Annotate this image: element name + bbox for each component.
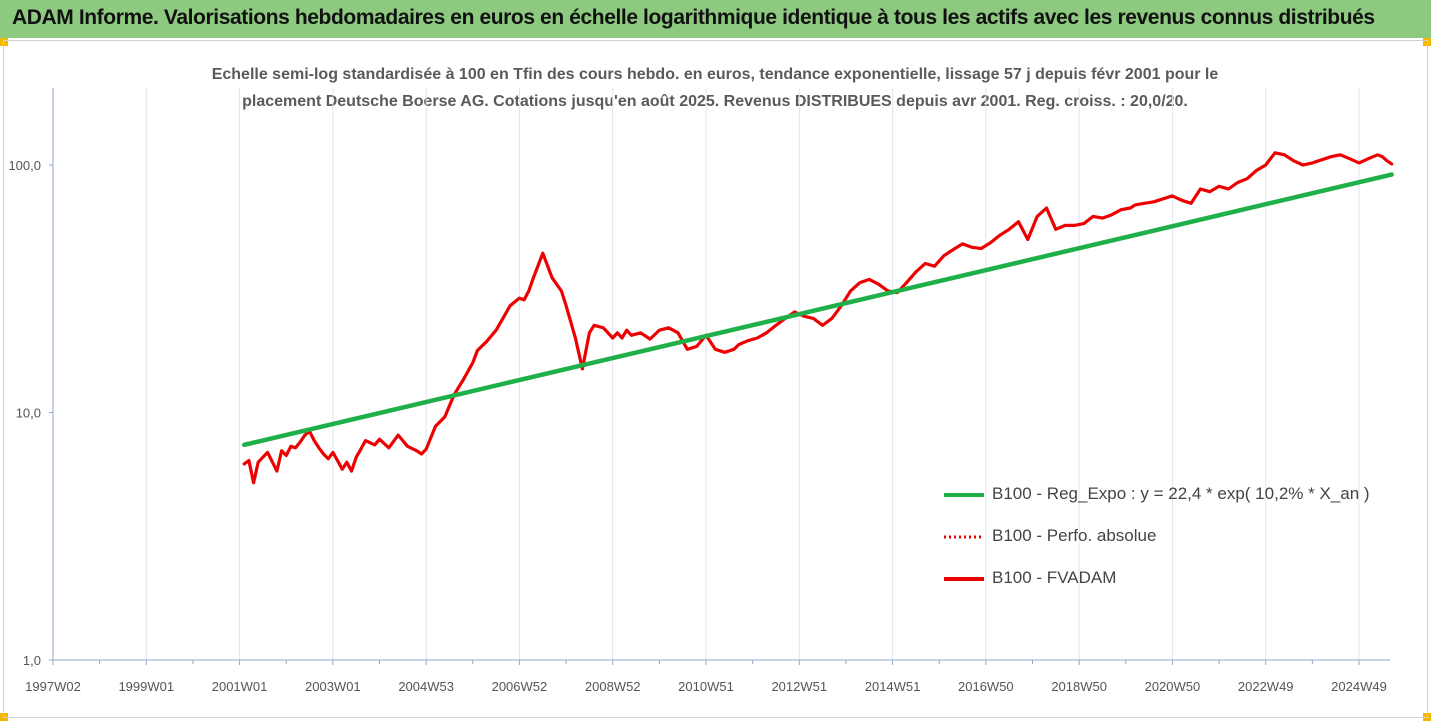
x-tick-label: 2004W53 [398,679,454,694]
x-tick-label: 2016W50 [958,679,1014,694]
report-title: ADAM Informe. Valorisations hebdomadaire… [12,6,1375,29]
x-tick-label: 2024W49 [1331,679,1387,694]
x-tick-label: 2022W49 [1238,679,1294,694]
x-tick-label: 2001W01 [212,679,268,694]
y-tick-label: 1,0 [23,653,41,668]
legend-swatch-trend [944,493,984,497]
y-tick-label: 100,0 [8,158,41,173]
y-tick-label: 10,0 [16,406,41,421]
legend-swatch-fvadam [944,577,984,581]
legend-swatch-perfo [944,535,984,539]
corner-marker [0,38,8,46]
x-tick-label: 2010W51 [678,679,734,694]
x-tick-label: 1997W02 [25,679,81,694]
x-tick-label: 2014W51 [865,679,921,694]
series-line-fvadam [242,151,1394,485]
chart-frame [3,40,1428,718]
chart-title-line-1: Echelle semi-log standardisée à 100 en T… [211,66,1219,83]
x-tick-label: 1999W01 [118,679,174,694]
legend-label-fvadam: B100 - FVADAM [992,568,1117,587]
legend-label-perfo: B100 - Perfo. absolue [992,526,1157,545]
x-tick-label: 2018W50 [1051,679,1107,694]
x-tick-label: 2003W01 [305,679,361,694]
series-line-trend [241,172,1394,448]
title-bar: ADAM Informe. Valorisations hebdomadaire… [0,0,1431,38]
x-tick-label: 2020W50 [1145,679,1201,694]
legend-label-trend: B100 - Reg_Expo : y = 22,4 * exp( 10,2% … [992,484,1370,503]
x-tick-label: 2006W52 [492,679,548,694]
x-tick-label: 2012W51 [771,679,827,694]
x-tick-label: 2008W52 [585,679,641,694]
chart-title-line-2: placement Deutsche Boerse AG. Cotations … [242,93,1188,110]
